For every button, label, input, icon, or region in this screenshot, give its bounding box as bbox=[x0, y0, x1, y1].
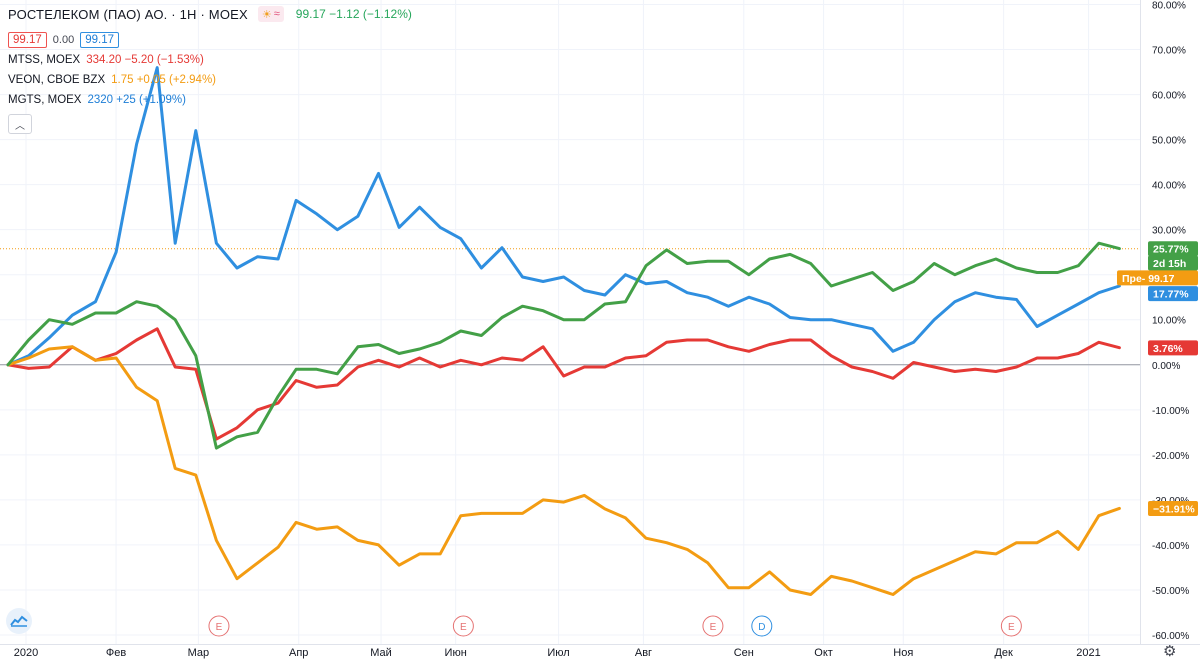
wave-icon: ≈ bbox=[273, 8, 280, 20]
compare-symbol: MGTS, MOEX bbox=[8, 94, 82, 106]
symbol-title[interactable]: РОСТЕЛЕКОМ (ПАО) АО. · 1H · MOEX bbox=[8, 6, 248, 22]
price-label-bg bbox=[1148, 340, 1198, 356]
price-label-text: Пре- 99.17 bbox=[1122, 273, 1175, 285]
event-marker-ring bbox=[702, 615, 724, 637]
series-lines bbox=[6, 66, 1121, 596]
y-tick-label: 50.00% bbox=[1152, 136, 1186, 147]
x-tick-label: Окт bbox=[814, 647, 833, 659]
price-label-bg bbox=[1148, 241, 1198, 257]
buy-price-badge[interactable]: 99.17 bbox=[80, 32, 119, 48]
x-tick-label: Июл bbox=[547, 647, 569, 659]
x-tick-label: 2020 bbox=[14, 647, 38, 659]
compare-row-mgts[interactable]: MGTS, MOEX 2320 +25 (+1.09%) bbox=[8, 90, 412, 110]
compare-row-veon[interactable]: VEON, CBOE BZX 1.75 +0.05 (+2.94%) bbox=[8, 70, 412, 90]
price-axis[interactable]: -60.00%-50.00%-40.00%-30.00%-20.00%-10.0… bbox=[1152, 1, 1189, 642]
x-tick-label: Ноя bbox=[893, 647, 913, 659]
price-label: Пре- 99.17 bbox=[1117, 270, 1198, 286]
y-tick-label: 30.00% bbox=[1152, 226, 1186, 237]
series-line-mgts[interactable] bbox=[6, 66, 1121, 367]
symbol-values: 99.17 −1.12 (−1.12%) bbox=[295, 7, 412, 21]
price-badges: 99.17 0.00 99.17 bbox=[8, 30, 412, 50]
compare-symbol: VEON, CBOE BZX bbox=[8, 74, 106, 86]
price-label-bg bbox=[1148, 500, 1198, 516]
series-line-ростелеком[interactable] bbox=[6, 241, 1121, 450]
y-tick-label: -50.00% bbox=[1152, 586, 1189, 597]
compare-values: 1.75 +0.05 (+2.94%) bbox=[111, 74, 216, 86]
compare-values: 334.20 −5.20 (−1.53%) bbox=[86, 54, 204, 66]
series-line-veon[interactable] bbox=[6, 345, 1121, 596]
event-marker-d[interactable]: D bbox=[751, 615, 773, 637]
x-tick-label: 2021 bbox=[1076, 647, 1100, 659]
x-tick-label: Апр bbox=[289, 647, 308, 659]
legend: РОСТЕЛЕКОМ (ПАО) АО. · 1H · MOEX ☀ ≈ 99.… bbox=[8, 4, 412, 134]
chevron-up-icon: ︿ bbox=[15, 120, 25, 132]
price-labels: 25.77% 2d 15h Пре- 99.17 17.77% 3.76% −31.91% bbox=[1117, 241, 1198, 516]
sell-price-badge[interactable]: 99.17 bbox=[8, 32, 47, 48]
event-marker-e[interactable]: E bbox=[208, 615, 230, 637]
y-tick-label: 60.00% bbox=[1152, 91, 1186, 102]
price-label-text: 3.76% bbox=[1153, 343, 1183, 355]
price-label-bg bbox=[1148, 286, 1198, 302]
compare-symbol: MTSS, MOEX bbox=[8, 54, 81, 66]
price-label-text: 17.77% bbox=[1153, 289, 1189, 301]
price-label-text: 2d 15h bbox=[1153, 258, 1186, 270]
x-tick-label: Авг bbox=[635, 647, 652, 659]
event-marker-label: E bbox=[216, 622, 223, 633]
x-tick-label: Фев bbox=[106, 647, 126, 659]
event-marker-label: E bbox=[710, 622, 717, 633]
main-symbol-row[interactable]: РОСТЕЛЕКОМ (ПАО) АО. · 1H · MOEX ☀ ≈ 99.… bbox=[8, 4, 412, 24]
y-tick-label: -20.00% bbox=[1152, 451, 1189, 462]
y-tick-label: -40.00% bbox=[1152, 541, 1189, 552]
y-tick-label: 70.00% bbox=[1152, 46, 1186, 57]
price-label: 25.77% bbox=[1148, 241, 1198, 257]
sun-icon: ☀ bbox=[261, 8, 272, 21]
event-marker-e[interactable]: E bbox=[1000, 615, 1022, 637]
event-marker-e[interactable]: E bbox=[452, 615, 474, 637]
event-marker-ring bbox=[452, 615, 474, 637]
y-tick-label: 80.00% bbox=[1152, 1, 1186, 12]
event-marker-ring bbox=[751, 615, 773, 637]
collapse-legend-button[interactable]: ︿ bbox=[8, 114, 32, 134]
y-tick-label: 10.00% bbox=[1152, 316, 1186, 327]
y-tick-label: -10.00% bbox=[1152, 406, 1189, 417]
price-label: 2d 15h bbox=[1148, 255, 1198, 271]
time-axis[interactable]: 2020 Фев Мар Апр Май Июн Июл Авг Сен Окт Ноя Дек 202… bbox=[14, 647, 1101, 659]
price-label: 17.77% bbox=[1148, 286, 1198, 302]
event-marker-ring bbox=[1000, 615, 1022, 637]
x-tick-label: Мар bbox=[188, 647, 210, 659]
series-line-mtss[interactable] bbox=[6, 327, 1121, 441]
x-tick-label: Сен bbox=[734, 647, 754, 659]
tradingview-logo-icon[interactable] bbox=[6, 608, 32, 634]
price-label-text: 25.77% bbox=[1153, 244, 1189, 256]
x-tick-label: Июн bbox=[445, 647, 467, 659]
price-label: 3.76% bbox=[1148, 340, 1198, 356]
compare-values: 2320 +25 (+1.09%) bbox=[87, 94, 186, 106]
price-label-text: −31.91% bbox=[1153, 503, 1195, 515]
y-tick-label: -60.00% bbox=[1152, 631, 1189, 642]
y-tick-label: 40.00% bbox=[1152, 181, 1186, 192]
x-tick-label: Май bbox=[370, 647, 392, 659]
price-label-bg bbox=[1117, 270, 1198, 286]
event-marker-label: D bbox=[758, 622, 765, 633]
event-marker-e[interactable]: E bbox=[702, 615, 724, 637]
logo-glyph bbox=[10, 615, 28, 627]
event-marker-ring bbox=[208, 615, 230, 637]
y-tick-label: 0.00% bbox=[1152, 361, 1180, 372]
event-marker-label: E bbox=[1008, 622, 1015, 633]
compare-row-mtss[interactable]: MTSS, MOEX 334.20 −5.20 (−1.53%) bbox=[8, 50, 412, 70]
x-tick-label: Дек bbox=[994, 647, 1013, 659]
price-label-bg bbox=[1148, 255, 1198, 271]
status-icons[interactable]: ☀ ≈ bbox=[257, 6, 284, 22]
spread-value: 0.00 bbox=[52, 34, 75, 46]
gear-icon[interactable]: ⚙ bbox=[1163, 643, 1177, 660]
event-marker-label: E bbox=[460, 622, 467, 633]
price-label: −31.91% bbox=[1148, 500, 1198, 516]
